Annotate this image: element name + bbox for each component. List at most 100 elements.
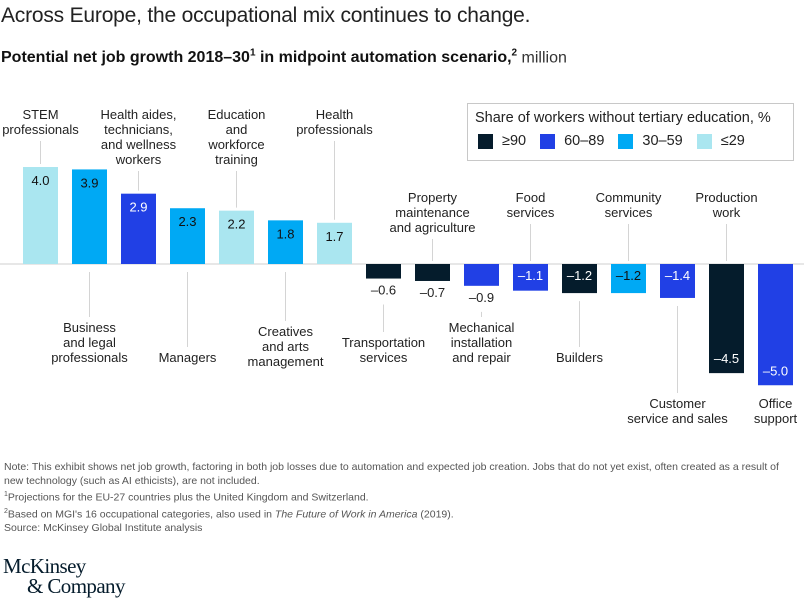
bar [660,264,695,298]
bar [268,220,303,264]
category-label: Managers [159,350,217,365]
value-label: 2.2 [227,217,245,232]
value-label: –0.7 [420,285,445,300]
bar [611,264,646,294]
bar [72,169,107,264]
category-label-line: services [360,350,408,365]
legend-label: ≥90 [502,133,527,149]
category-label-line: Creatives [258,324,313,339]
category-label-line: Customer [649,396,706,411]
category-label-line: and legal [63,335,116,350]
bar [366,264,401,279]
footnote-text: Projections for the EU-27 countries plus… [7,491,369,504]
bar [562,264,597,294]
category-label-line: and wellness [101,137,177,152]
category-label-line: Property [408,190,458,205]
footnotes: Note: This exhibit shows net job growth,… [4,460,799,535]
category-label: Health aides, technicians, and wellness wor… [101,107,177,167]
legend-swatch [478,133,493,149]
category-label-line: workforce [207,137,264,152]
footnote-text: Based on MGI's 16 occupational categorie… [7,508,275,520]
legend-swatch [540,133,556,149]
category-label-line: STEM [22,107,58,122]
value-label: 4.0 [31,173,49,188]
legend: Share of workers without tertiary educat… [467,103,794,161]
footnote-ref-1: 1 [249,48,256,59]
category-label-line: Office [759,396,793,411]
category-label: Property maintenance and agriculture [390,190,476,235]
value-label: –1.4 [665,268,690,283]
mckinsey-logo: McKinsey & Company [3,554,125,597]
category-label-line: Food [516,190,546,205]
bar [121,193,156,264]
category-label: Mechanical installation and repair [449,320,515,365]
bar [513,264,548,291]
book-title: The Future of Work in America [274,508,418,520]
category-label-line: Education [208,107,266,122]
category-label-line: and repair [452,350,511,365]
category-label-line: and arts [262,339,309,354]
category-label-line: work [712,205,741,220]
category-label-line: services [507,205,555,220]
category-label-line: Business [63,320,116,335]
bar [758,264,793,386]
value-label: –1.1 [518,268,543,283]
category-label: Creatives and arts management [248,324,324,369]
category-label-line: installation [451,335,512,350]
legend-item-90-plus: ≥90 [478,133,526,149]
value-label: –1.2 [567,268,592,283]
bar [464,264,499,286]
legend-item-30-59: 30–59 [618,133,683,149]
footnote-mark: 1 [4,491,8,498]
value-label: 3.9 [80,175,98,190]
category-label: Food services [507,190,555,220]
logo-line-1: McKinsey [3,554,86,578]
subtitle-middle: in midpoint automation scenario, [255,49,512,67]
category-label: Office support [754,396,798,426]
legend-swatch [618,133,634,149]
value-label: 1.8 [276,226,294,241]
category-label-line: workers [115,152,162,167]
category-label: Customer service and sales [627,396,728,426]
bar [219,210,254,264]
legend-item-60-89: 60–89 [540,133,604,149]
category-label-line: service and sales [627,411,728,426]
bar [709,264,744,374]
value-label: 1.7 [325,229,343,244]
value-label: –0.9 [469,290,494,305]
category-label-line: and [226,122,248,137]
category-label-line: Community [596,190,662,205]
value-label: –0.6 [371,283,396,298]
footnote-mark: 2 [4,507,8,515]
category-label: Production work [695,190,757,220]
category-label-line: Managers [159,350,217,365]
category-label: Builders [556,350,603,365]
legend-label: 30–59 [642,133,683,149]
category-label-line: Health aides, [101,107,177,122]
footnote-1: 1Projections for the EU-27 countries plu… [4,488,799,505]
category-label-line: Production [695,190,757,205]
bar [415,264,450,281]
subtitle-main: Potential net job growth 2018–30 [1,49,250,67]
category-label-line: services [605,205,653,220]
footnote-ref-2: 2 [511,48,518,59]
category-label-line: Health [316,107,354,122]
category-label-line: management [248,354,324,369]
value-label: –4.5 [714,351,739,366]
category-label-line: Builders [556,350,603,365]
category-label: Transportation services [342,335,425,365]
legend-label: ≤29 [720,133,745,149]
category-label-line: and agriculture [390,220,476,235]
legend-item-29-minus: ≤29 [696,133,745,149]
category-label-line: professionals [2,122,79,137]
category-label-line: professionals [296,122,373,137]
value-label: –1.2 [616,268,641,283]
source: Source: McKinsey Global Institute analys… [4,522,203,534]
category-label-line: maintenance [395,205,469,220]
footnote-2: 2Based on MGI's 16 occupational categori… [4,505,799,522]
category-label: Health professionals [296,107,373,137]
category-label: Business and legal professionals [51,320,128,365]
chart-title: Across Europe, the occupational mix cont… [1,4,531,27]
bar [317,222,352,264]
